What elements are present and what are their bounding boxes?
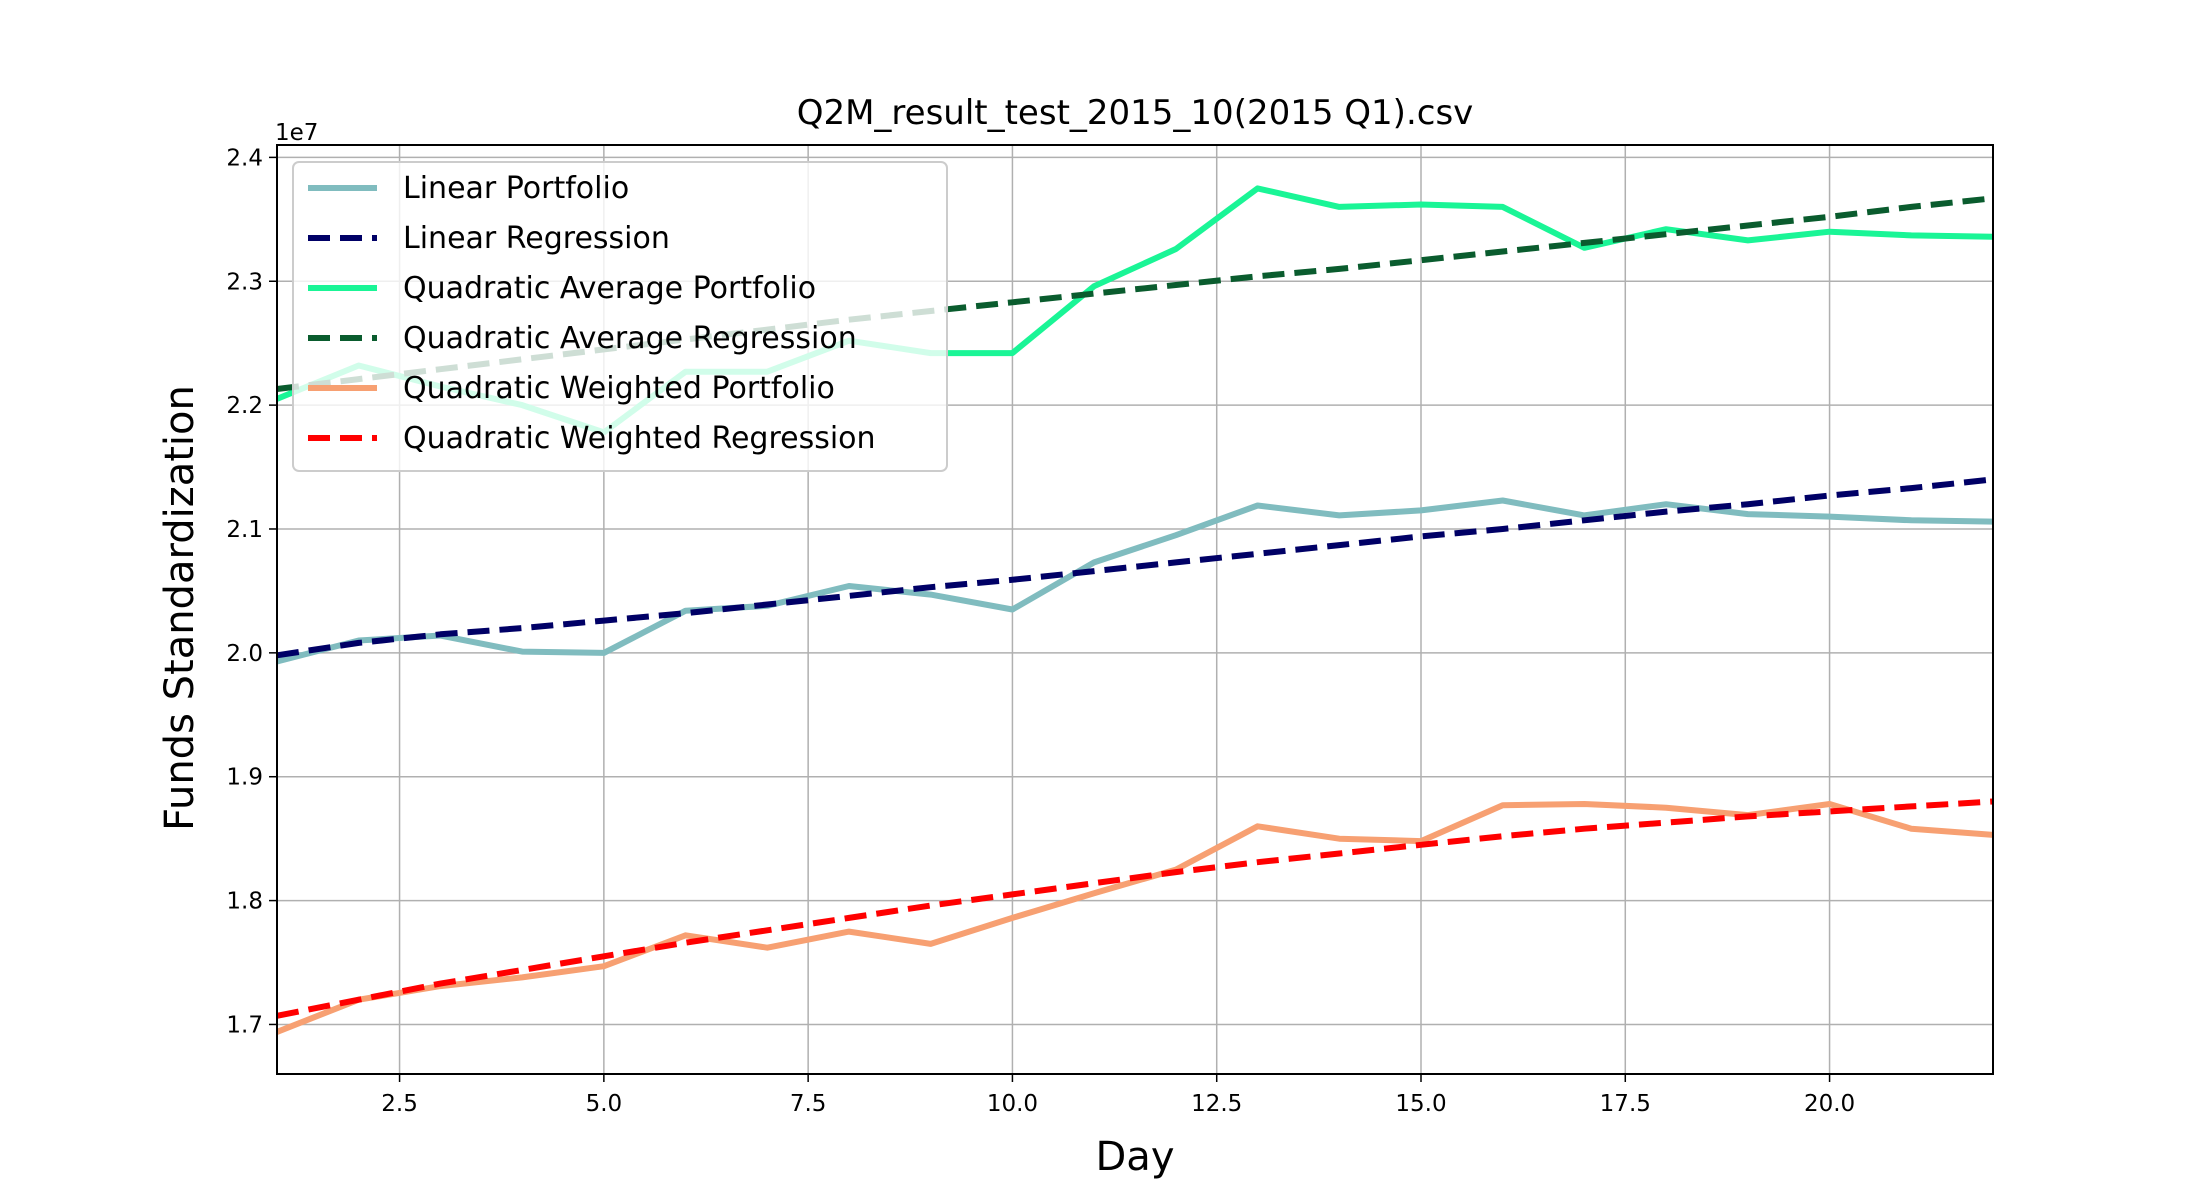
y-tick-label: 1.7: [226, 1012, 263, 1038]
y-axis-label: Funds Standardization: [157, 385, 203, 831]
y-tick-label: 2.1: [226, 517, 263, 543]
y-tick-label: 2.2: [226, 393, 263, 419]
series-line-quadratic-weighted-regression: [276, 798, 1994, 1019]
x-axis-label: Day: [1096, 1134, 1175, 1180]
series-line-quadratic-weighted-portfolio: [275, 801, 1994, 1035]
y-axis-offset-label: 1e7: [275, 120, 318, 146]
legend-label: Linear Regression: [403, 221, 670, 256]
y-tick-label: 1.9: [226, 765, 263, 791]
legend-label: Quadratic Average Regression: [403, 321, 857, 356]
x-tick-label: 12.5: [1191, 1091, 1242, 1117]
y-tick-label: 2.4: [226, 145, 263, 171]
x-tick-label: 17.5: [1600, 1091, 1651, 1117]
legend: Linear Portfolio Linear Regression Quadrat…: [292, 161, 948, 472]
axis-ticks: 2.5 5.0 7.5 10.0 12.5 15.0 17.5 20.0 1.7 1.8 1.9 2.…: [226, 145, 1855, 1117]
x-tick-label: 7.5: [790, 1091, 827, 1117]
y-tick-label: 1.8: [226, 889, 263, 915]
legend-label: Quadratic Weighted Portfolio: [403, 371, 835, 406]
x-tick-label: 15.0: [1395, 1091, 1446, 1117]
x-tick-label: 20.0: [1804, 1091, 1855, 1117]
legend-label: Quadratic Average Portfolio: [403, 271, 816, 306]
plot-area-frame: [276, 144, 1994, 1075]
x-tick-label: 5.0: [586, 1091, 623, 1117]
x-tick-label: 2.5: [381, 1091, 418, 1117]
series-line-linear-portfolio: [276, 497, 1994, 665]
legend-box: [292, 161, 948, 472]
x-tick-label: 10.0: [987, 1091, 1038, 1117]
legend-label: Quadratic Weighted Regression: [403, 421, 876, 456]
chart-title: Q2M_result_test_2015_10(2015 Q1).csv: [797, 93, 1474, 133]
y-tick-label: 2.3: [226, 269, 263, 295]
y-tick-label: 2.0: [226, 641, 263, 667]
legend-label: Linear Portfolio: [403, 171, 629, 206]
